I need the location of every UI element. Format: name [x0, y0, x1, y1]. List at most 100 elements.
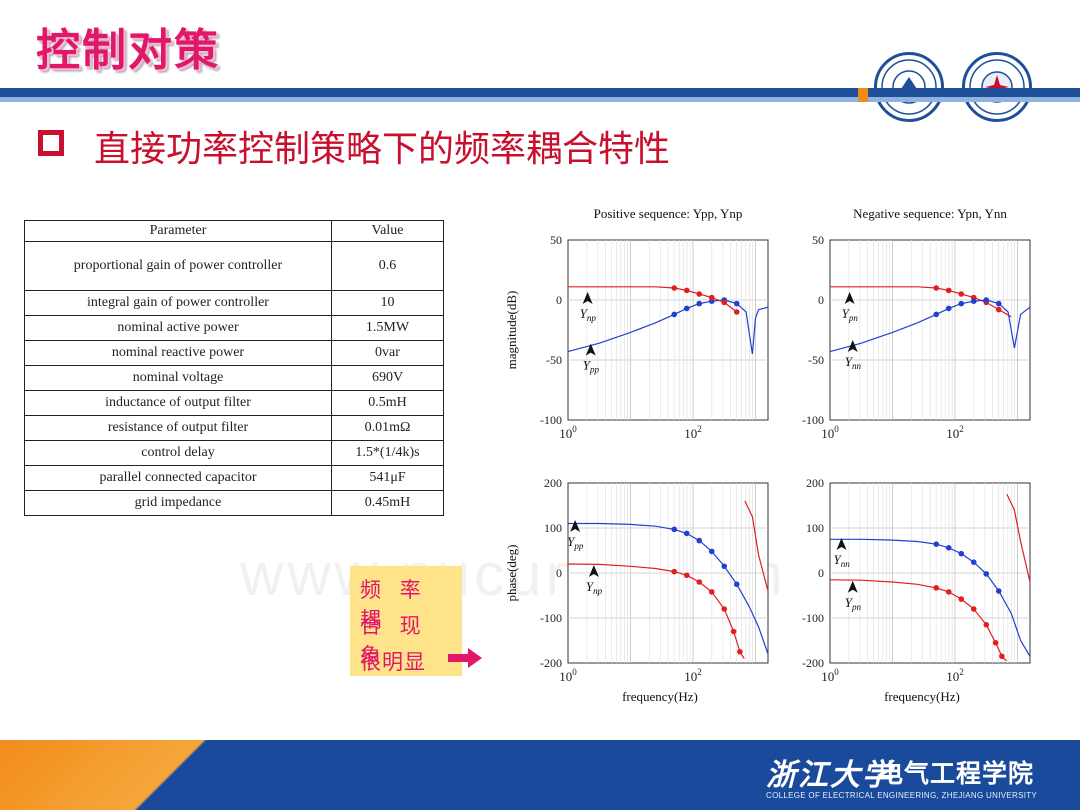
data-point: [696, 300, 703, 307]
table-cell: nominal reactive power: [24, 340, 332, 366]
table-cell: nominal active power: [24, 315, 332, 341]
slide-title: 控制对策: [36, 25, 220, 76]
y-tick-label: 200: [806, 476, 824, 490]
data-point: [945, 305, 952, 312]
data-point: [995, 300, 1002, 307]
data-point: [958, 300, 965, 307]
data-point: [696, 291, 703, 297]
table-cell: control delay: [24, 440, 332, 466]
data-point: [983, 571, 990, 577]
data-point: [721, 563, 728, 570]
table-cell: parallel connected capacitor: [24, 465, 332, 491]
data-point: [683, 305, 690, 312]
data-point: [983, 297, 990, 303]
footer-english-name: COLLEGE OF ELECTRICAL ENGINEERING, ZHEJI…: [766, 791, 1038, 800]
annotation-arrow-icon: [844, 292, 855, 304]
data-point: [683, 287, 690, 294]
data-point: [933, 311, 940, 318]
x-axis-label: frequency(Hz): [884, 689, 960, 704]
data-point: [708, 548, 715, 555]
y-tick-label: -200: [802, 656, 824, 670]
y-tick-label: 0: [556, 293, 562, 307]
data-point: [733, 300, 740, 307]
data-point: [671, 568, 678, 575]
y-tick-label: -100: [540, 611, 562, 625]
x-tick-label: 102: [946, 424, 964, 441]
annotation-label: Ypn: [842, 306, 859, 323]
annotation-label: Ynn: [845, 354, 862, 371]
annotation-label: Ynn: [834, 552, 851, 569]
data-point: [970, 559, 977, 565]
data-point: [671, 285, 678, 291]
y-tick-label: 0: [818, 293, 824, 307]
footer: 浙江大学 电气工程学院 COLLEGE OF ELECTRICAL ENGINE…: [0, 740, 1080, 810]
annotation-label: Ypn: [845, 595, 862, 612]
x-tick-label: 100: [559, 424, 577, 441]
data-point: [737, 648, 743, 655]
footer-accent: [0, 740, 300, 810]
chart-title: Negative sequence: Ypn, Ynn: [853, 206, 1007, 221]
data-point: [683, 530, 690, 537]
annotation-label: Ynp: [580, 306, 597, 323]
annotation-arrow-icon: [847, 580, 858, 593]
y-tick-label: -100: [802, 413, 824, 427]
series-line-ynn: [829, 299, 1031, 353]
table-cell: 1.5MW: [331, 315, 444, 341]
data-point: [958, 550, 965, 557]
parameter-table: Parameter Value proportional gain of pow…: [24, 220, 444, 516]
series-line-ynp: [567, 500, 769, 659]
data-point: [933, 541, 940, 547]
table-cell: 0.5mH: [331, 390, 444, 416]
x-tick-label: 102: [684, 424, 702, 441]
data-point: [671, 311, 678, 318]
data-point: [999, 653, 1005, 660]
table-row: nominal active power 1.5MW: [24, 315, 444, 341]
data-point: [983, 621, 990, 628]
data-point: [708, 294, 715, 301]
table-cell: 0.45mH: [331, 490, 444, 516]
table-row: integral gain of power controller 10: [24, 290, 444, 316]
table-cell: proportional gain of power controller: [24, 241, 332, 291]
header-band: [0, 88, 1080, 104]
footer-school-name: 浙江大学: [766, 758, 894, 793]
bullet-square-icon: [38, 130, 64, 156]
table-header-row: Parameter Value: [24, 220, 444, 242]
table-cell: inductance of output filter: [24, 390, 332, 416]
x-tick-label: 100: [559, 667, 577, 684]
data-point: [970, 298, 977, 304]
note-line: 很明显: [360, 650, 426, 674]
college-emblem-icon: [962, 52, 1032, 122]
data-point: [992, 639, 999, 646]
table-row: control delay 1.5*(1/4k)s: [24, 440, 444, 466]
annotation-label: Ypp: [567, 534, 584, 551]
table-row: inductance of output filter 0.5mH: [24, 390, 444, 416]
y-tick-label: 0: [818, 566, 824, 580]
data-point: [733, 581, 740, 588]
y-tick-label: 0: [556, 566, 562, 580]
table-cell: 0.01mΩ: [331, 415, 444, 441]
chart-title: Positive sequence: Ypp, Ynp: [594, 206, 743, 221]
table-cell: 0var: [331, 340, 444, 366]
data-point: [671, 526, 678, 533]
y-tick-label: 50: [550, 233, 562, 247]
annotation-label: Ynp: [586, 579, 603, 596]
data-point: [721, 299, 728, 306]
y-tick-label: 100: [806, 521, 824, 535]
data-point: [683, 572, 690, 579]
annotation-arrow-icon: [570, 520, 581, 532]
annotation-arrow-icon: [588, 565, 599, 577]
table-header-value: Value: [331, 220, 444, 242]
zju-emblem-icon: [874, 52, 944, 122]
y-tick-label: -200: [540, 656, 562, 670]
x-tick-label: 100: [821, 424, 839, 441]
table-cell: 1.5*(1/4k)s: [331, 440, 444, 466]
data-point: [995, 306, 1002, 313]
y-tick-label: 100: [544, 521, 562, 535]
table-cell: 0.6: [331, 241, 444, 291]
annotation-arrow-icon: [585, 343, 596, 356]
data-point: [933, 285, 940, 291]
x-tick-label: 102: [684, 667, 702, 684]
data-point: [721, 606, 728, 612]
data-point: [958, 596, 965, 602]
table-cell: 690V: [331, 365, 444, 391]
